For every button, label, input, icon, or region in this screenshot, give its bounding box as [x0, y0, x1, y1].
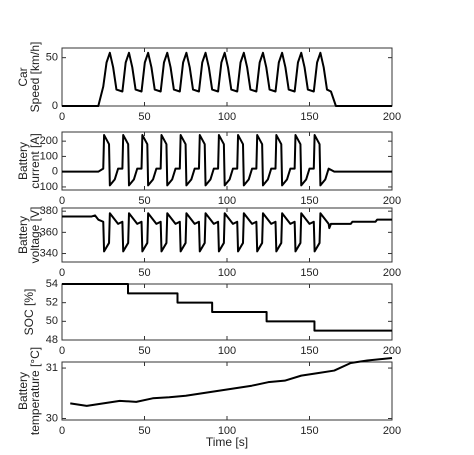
- y-axis-label: temperature [°C]: [28, 347, 42, 435]
- data-line: [62, 212, 392, 253]
- x-tick-label: 50: [138, 267, 150, 279]
- x-tick-label: 100: [218, 111, 236, 123]
- y-axis-label: Battery: [16, 142, 30, 180]
- y-tick-label: 52: [46, 297, 58, 309]
- y-axis-label: Car: [16, 67, 30, 86]
- y-tick-label: 50: [46, 52, 58, 64]
- x-tick-label: 0: [59, 345, 65, 357]
- y-axis-label: Speed [km/h]: [28, 42, 42, 113]
- x-tick-label: 150: [300, 425, 318, 437]
- x-tick-label: 150: [300, 195, 318, 207]
- y-tick-label: 31: [46, 362, 58, 374]
- x-tick-label: 0: [59, 425, 65, 437]
- x-tick-label: 150: [300, 267, 318, 279]
- x-tick-label: 200: [383, 267, 401, 279]
- y-axis-label: SOC [%]: [22, 289, 36, 336]
- y-tick-label: 340: [40, 247, 58, 259]
- y-tick-label: 48: [46, 334, 58, 346]
- y-axis-label: Battery: [16, 372, 30, 410]
- y-tick-label: 380: [40, 205, 58, 217]
- y-tick-label: 100: [40, 150, 58, 162]
- axes-frame: [61, 361, 393, 421]
- data-line: [62, 134, 392, 187]
- x-tick-label: 200: [383, 195, 401, 207]
- data-line: [70, 356, 393, 407]
- x-tick-label: 50: [138, 345, 150, 357]
- x-axis-label: Time [s]: [206, 435, 248, 449]
- x-tick-label: 0: [59, 195, 65, 207]
- x-tick-label: 50: [138, 111, 150, 123]
- x-tick-label: 150: [300, 111, 318, 123]
- x-tick-label: 100: [218, 195, 236, 207]
- y-tick-label: 0: [52, 100, 58, 112]
- y-axis-label: current [A]: [28, 133, 42, 188]
- x-tick-label: 50: [138, 425, 150, 437]
- y-tick-label: 360: [40, 226, 58, 238]
- x-tick-label: 0: [59, 111, 65, 123]
- x-tick-label: 100: [218, 425, 236, 437]
- data-line: [62, 283, 392, 332]
- y-tick-label: -100: [36, 181, 58, 193]
- x-tick-label: 50: [138, 195, 150, 207]
- x-tick-label: 200: [383, 345, 401, 357]
- y-axis-label: Battery: [16, 216, 30, 254]
- y-tick-label: 54: [46, 278, 58, 290]
- y-tick-label: 50: [46, 315, 58, 327]
- y-tick-label: 0: [52, 166, 58, 178]
- data-line: [62, 51, 392, 107]
- y-axis-label: voltage [V]: [28, 207, 42, 264]
- x-tick-label: 200: [383, 111, 401, 123]
- y-tick-label: 30: [46, 412, 58, 424]
- x-tick-label: 100: [218, 267, 236, 279]
- y-tick-label: 200: [40, 135, 58, 147]
- x-tick-label: 100: [218, 345, 236, 357]
- x-tick-label: 150: [300, 345, 318, 357]
- x-tick-label: 0: [59, 267, 65, 279]
- x-tick-label: 200: [383, 425, 401, 437]
